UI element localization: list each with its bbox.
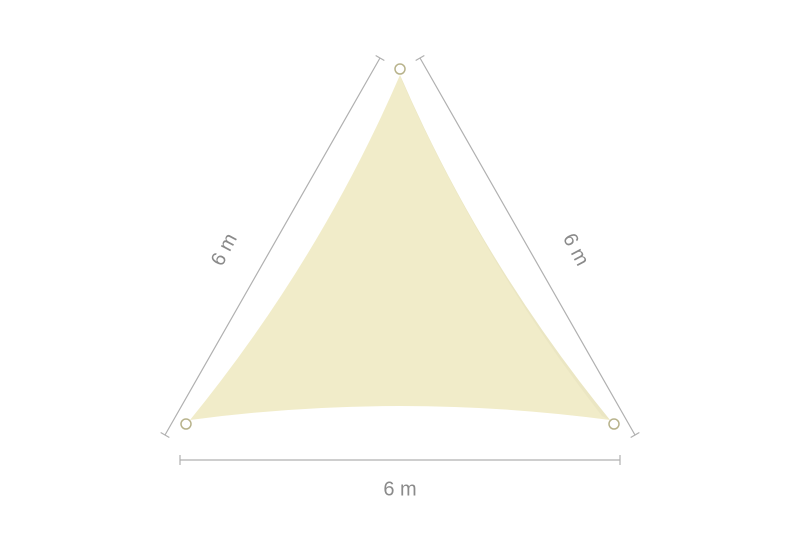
diagram-svg: 6 m 6 m 6 m	[0, 0, 800, 533]
dimension-label-left: 6 m	[207, 230, 242, 270]
dimension-label-right: 6 m	[558, 230, 593, 270]
diagram-stage: 6 m 6 m 6 m	[0, 0, 800, 533]
corner-ring-right	[609, 419, 619, 429]
corner-ring-left	[181, 419, 191, 429]
sail-shape	[181, 64, 619, 429]
dimension-label-bottom: 6 m	[383, 478, 416, 500]
corner-ring-apex	[395, 64, 405, 74]
